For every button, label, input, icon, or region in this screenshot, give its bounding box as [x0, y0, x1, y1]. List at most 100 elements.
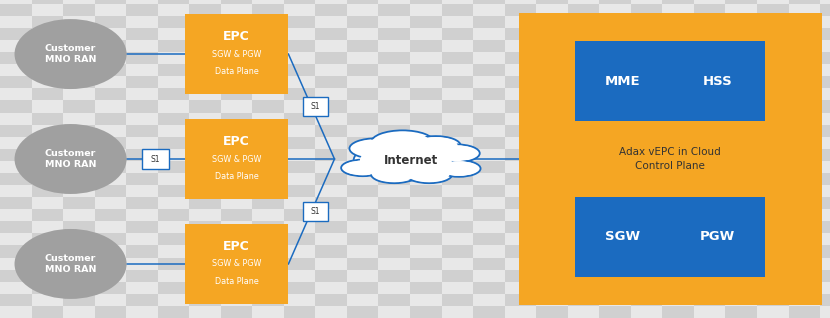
Bar: [32, 125, 63, 137]
Bar: [189, 28, 221, 40]
Bar: [158, 209, 189, 221]
Circle shape: [374, 166, 415, 182]
Bar: [95, 64, 126, 76]
Bar: [725, 245, 757, 258]
Bar: [126, 64, 158, 76]
Bar: [536, 185, 568, 197]
Bar: [536, 245, 568, 258]
Bar: [252, 125, 284, 137]
Bar: [442, 197, 473, 209]
Bar: [694, 258, 725, 270]
Bar: [725, 64, 757, 76]
Bar: [315, 149, 347, 161]
Bar: [315, 64, 347, 76]
Bar: [189, 233, 221, 245]
FancyBboxPatch shape: [519, 13, 822, 305]
Bar: [32, 64, 63, 76]
Bar: [0, 64, 32, 76]
Bar: [32, 209, 63, 221]
Bar: [568, 40, 599, 52]
Bar: [221, 258, 252, 270]
Bar: [788, 76, 820, 88]
Bar: [568, 100, 599, 113]
Text: MME: MME: [605, 75, 641, 87]
Bar: [189, 161, 221, 173]
Bar: [599, 270, 631, 282]
Bar: [442, 137, 473, 149]
Bar: [378, 282, 410, 294]
Bar: [536, 221, 568, 233]
Bar: [410, 28, 442, 40]
Bar: [694, 40, 725, 52]
Bar: [599, 258, 631, 270]
Bar: [788, 64, 820, 76]
Bar: [442, 113, 473, 125]
Text: SGW & PGW: SGW & PGW: [212, 50, 261, 59]
Bar: [820, 100, 830, 113]
Bar: [662, 52, 694, 64]
Bar: [63, 28, 95, 40]
Bar: [473, 209, 505, 221]
Bar: [126, 149, 158, 161]
Text: Customer
MNO RAN: Customer MNO RAN: [45, 254, 96, 274]
Bar: [473, 28, 505, 40]
Bar: [725, 221, 757, 233]
Bar: [252, 306, 284, 318]
Bar: [284, 209, 315, 221]
Bar: [410, 197, 442, 209]
Bar: [599, 149, 631, 161]
Bar: [126, 125, 158, 137]
Bar: [725, 125, 757, 137]
Bar: [694, 306, 725, 318]
Bar: [347, 125, 378, 137]
Bar: [599, 209, 631, 221]
Bar: [221, 0, 252, 4]
Bar: [410, 52, 442, 64]
Bar: [536, 258, 568, 270]
Bar: [158, 149, 189, 161]
Bar: [820, 209, 830, 221]
Bar: [158, 258, 189, 270]
Bar: [442, 258, 473, 270]
Bar: [32, 282, 63, 294]
Bar: [189, 16, 221, 28]
Bar: [631, 113, 662, 125]
Bar: [442, 245, 473, 258]
Bar: [725, 258, 757, 270]
Bar: [221, 245, 252, 258]
Bar: [63, 16, 95, 28]
Bar: [505, 149, 536, 161]
Bar: [315, 173, 347, 185]
Bar: [95, 113, 126, 125]
Bar: [442, 100, 473, 113]
Bar: [158, 270, 189, 282]
Bar: [788, 28, 820, 40]
Bar: [189, 258, 221, 270]
Bar: [694, 197, 725, 209]
Bar: [536, 149, 568, 161]
Bar: [662, 209, 694, 221]
Bar: [568, 270, 599, 282]
Bar: [631, 306, 662, 318]
Circle shape: [371, 165, 417, 183]
Bar: [32, 233, 63, 245]
Bar: [284, 125, 315, 137]
Bar: [284, 113, 315, 125]
Bar: [473, 16, 505, 28]
Bar: [788, 0, 820, 4]
Bar: [410, 306, 442, 318]
Bar: [568, 113, 599, 125]
Bar: [221, 173, 252, 185]
Bar: [536, 294, 568, 306]
Circle shape: [360, 143, 452, 178]
Circle shape: [437, 160, 481, 177]
Bar: [662, 16, 694, 28]
Bar: [694, 76, 725, 88]
Bar: [568, 306, 599, 318]
Bar: [63, 221, 95, 233]
Bar: [32, 245, 63, 258]
Bar: [32, 270, 63, 282]
Bar: [788, 125, 820, 137]
Text: Internet: Internet: [383, 154, 438, 167]
Bar: [410, 113, 442, 125]
